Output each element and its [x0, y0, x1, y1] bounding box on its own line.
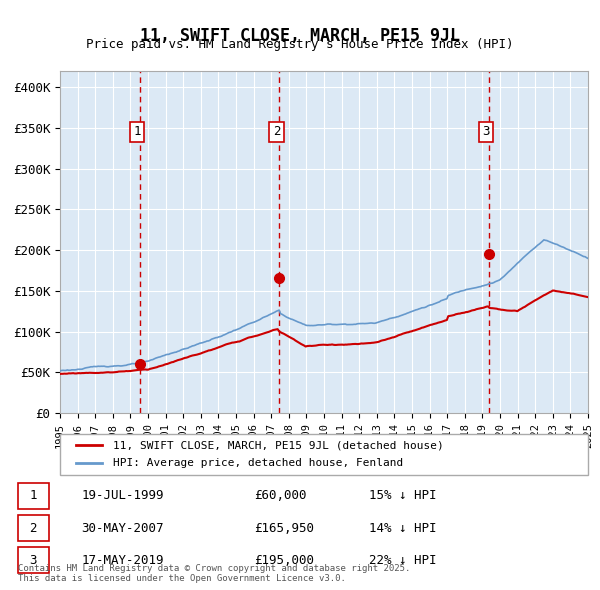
Text: 2: 2: [273, 126, 280, 139]
Text: Price paid vs. HM Land Registry's House Price Index (HPI): Price paid vs. HM Land Registry's House …: [86, 38, 514, 51]
Text: 3: 3: [29, 553, 37, 566]
Text: £165,950: £165,950: [254, 522, 314, 535]
Text: 22% ↓ HPI: 22% ↓ HPI: [369, 553, 437, 566]
Text: Contains HM Land Registry data © Crown copyright and database right 2025.
This d: Contains HM Land Registry data © Crown c…: [18, 563, 410, 583]
FancyBboxPatch shape: [18, 547, 49, 573]
Text: 11, SWIFT CLOSE, MARCH, PE15 9JL: 11, SWIFT CLOSE, MARCH, PE15 9JL: [140, 27, 460, 45]
Text: £195,000: £195,000: [254, 553, 314, 566]
FancyBboxPatch shape: [60, 434, 588, 475]
Text: 14% ↓ HPI: 14% ↓ HPI: [369, 522, 437, 535]
Text: 17-MAY-2019: 17-MAY-2019: [81, 553, 164, 566]
Text: 1: 1: [29, 490, 37, 503]
FancyBboxPatch shape: [18, 483, 49, 509]
Text: 2: 2: [29, 522, 37, 535]
FancyBboxPatch shape: [130, 122, 145, 142]
Text: 19-JUL-1999: 19-JUL-1999: [81, 490, 164, 503]
FancyBboxPatch shape: [269, 122, 284, 142]
Text: HPI: Average price, detached house, Fenland: HPI: Average price, detached house, Fenl…: [113, 458, 403, 468]
FancyBboxPatch shape: [18, 515, 49, 541]
FancyBboxPatch shape: [479, 122, 493, 142]
Text: 11, SWIFT CLOSE, MARCH, PE15 9JL (detached house): 11, SWIFT CLOSE, MARCH, PE15 9JL (detach…: [113, 440, 443, 450]
Text: 1: 1: [134, 126, 141, 139]
Text: 15% ↓ HPI: 15% ↓ HPI: [369, 490, 437, 503]
Text: £60,000: £60,000: [254, 490, 307, 503]
Text: 30-MAY-2007: 30-MAY-2007: [81, 522, 164, 535]
Text: 3: 3: [482, 126, 490, 139]
